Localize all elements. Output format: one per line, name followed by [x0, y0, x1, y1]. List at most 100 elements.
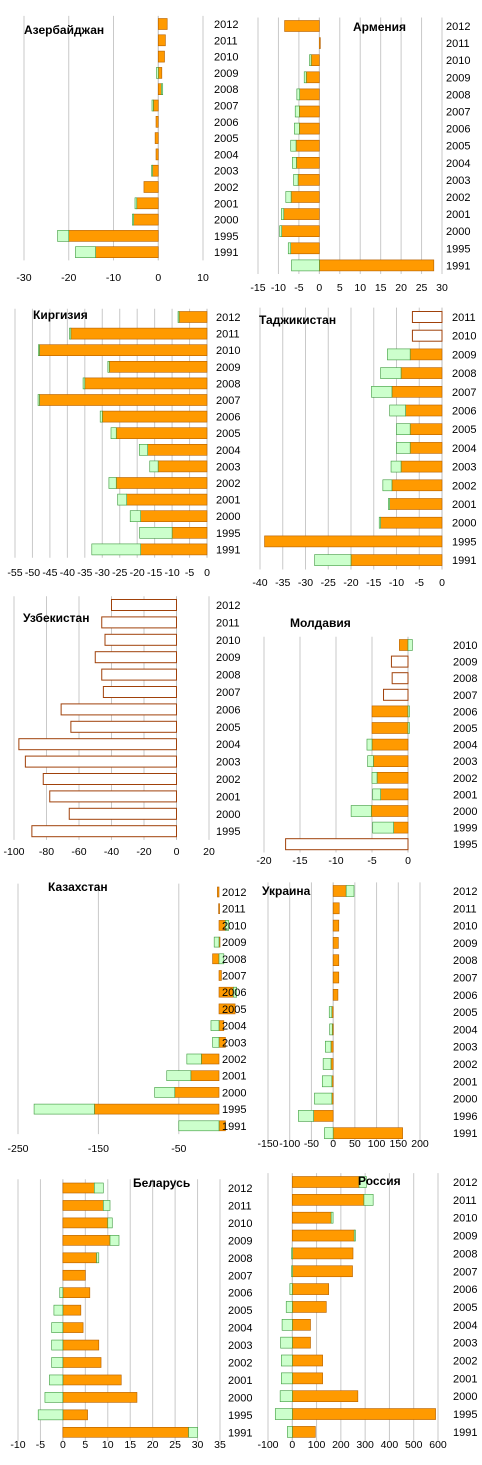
bar-secondary	[372, 821, 394, 834]
bar-secondary	[289, 1283, 293, 1295]
bar-secondary	[387, 348, 411, 361]
x-tick-label: 0	[155, 272, 161, 284]
bar-primary	[291, 1390, 359, 1402]
bar-secondary	[366, 738, 373, 751]
bar-secondary	[322, 1058, 332, 1070]
year-label: 2007	[228, 1270, 252, 1282]
bar-primary	[62, 1374, 122, 1386]
x-tick-label: -5	[294, 282, 303, 294]
year-label: 2005	[216, 722, 240, 734]
year-label: 2005	[214, 133, 238, 145]
x-tick-label: 10	[102, 1439, 114, 1451]
bar-primary	[373, 755, 409, 768]
bar-outline	[101, 616, 177, 629]
bar-primary	[140, 543, 208, 556]
bar-primary	[70, 327, 208, 340]
year-label: 2009	[216, 652, 240, 664]
year-label: 2011	[216, 617, 240, 629]
bar-secondary	[274, 1408, 293, 1420]
x-tick-label: -30	[298, 577, 313, 589]
year-label: 2001	[228, 1375, 252, 1387]
chart-panel: 2012 2011 2010 2009 2008 2007 2006 2005 2004 2003…	[3, 596, 240, 858]
bar-outline	[101, 668, 177, 681]
x-tick-label: -5	[367, 855, 376, 867]
x-tick-label: 100	[368, 1138, 386, 1150]
bar-primary	[291, 1354, 323, 1367]
year-label: 2007	[452, 387, 476, 399]
year-label: 2002	[453, 1059, 477, 1071]
bar-primary	[409, 442, 443, 454]
bar-primary	[264, 535, 443, 548]
year-label: 2008	[222, 954, 246, 966]
chart-title: Азербайджан	[24, 23, 104, 37]
year-label: 2012	[216, 312, 240, 324]
year-label: 2004	[216, 445, 240, 457]
year-label: 2010	[453, 921, 477, 933]
bar-primary	[391, 479, 443, 492]
bar-secondary	[117, 493, 128, 506]
bar-outline	[411, 329, 443, 342]
bar-secondary	[287, 1426, 293, 1438]
bar-primary	[68, 230, 159, 242]
bar-primary	[370, 805, 409, 817]
year-label: 2000	[453, 1094, 477, 1106]
year-label: 2000	[216, 809, 240, 821]
bar-primary	[283, 208, 320, 220]
year-label: 2004	[452, 443, 476, 455]
bar-secondary	[280, 1336, 293, 1349]
bar-secondary	[138, 443, 148, 456]
year-label: 2000	[452, 518, 476, 530]
bar-primary	[350, 554, 443, 566]
bar-outline	[42, 773, 177, 785]
bar-secondary	[279, 1390, 293, 1402]
x-tick-label: -15	[250, 282, 265, 294]
bar-secondary	[233, 986, 237, 998]
bar-primary	[62, 1235, 111, 1246]
year-label: 2009	[446, 72, 470, 84]
year-label: 2008	[453, 1248, 477, 1260]
bar-primary	[297, 174, 320, 186]
bar-primary	[281, 225, 320, 237]
bar-secondary	[363, 1194, 374, 1206]
x-tick-label: -25	[321, 577, 336, 589]
bar-primary	[295, 139, 320, 152]
bar-primary	[212, 953, 220, 965]
year-label: 1995	[228, 1410, 252, 1422]
bar-secondary	[75, 246, 96, 258]
year-label: 2001	[453, 789, 477, 801]
bar-primary	[291, 1176, 360, 1188]
bar-outline	[70, 720, 177, 733]
bar-primary	[62, 1252, 97, 1264]
bar-primary	[291, 1211, 332, 1224]
bar-primary	[84, 377, 208, 390]
bar-secondary	[44, 1392, 64, 1403]
bar-secondary	[407, 722, 410, 734]
bar-primary	[391, 385, 443, 398]
bar-secondary	[156, 67, 159, 79]
bar-secondary	[151, 164, 153, 177]
year-label: 2007	[222, 971, 246, 983]
bar-primary	[313, 1110, 334, 1122]
year-label: 2002	[453, 773, 477, 785]
bar-secondary	[177, 311, 180, 323]
year-label: 1991	[228, 1427, 252, 1439]
year-label: 2008	[453, 673, 477, 685]
year-label: 2000	[228, 1392, 252, 1404]
bar-secondary	[94, 1182, 104, 1194]
year-label: 2006	[453, 1284, 477, 1296]
bar-secondary	[281, 1372, 293, 1385]
x-tick-label: -5	[185, 567, 194, 579]
bar-primary	[405, 404, 443, 417]
year-label: 2011	[228, 1200, 252, 1212]
chart-panel: 2012 2011 2010 2009 2008 2007 2006 2005 2004 2003…	[7, 308, 240, 579]
year-label: 2005	[216, 428, 240, 440]
bar-secondary	[293, 174, 299, 186]
x-tick-label: 50	[349, 1138, 361, 1150]
year-label: 1995	[453, 839, 477, 851]
year-label: 2000	[453, 1391, 477, 1403]
year-label: 2010	[453, 1213, 477, 1225]
bar-primary	[389, 498, 443, 510]
bar-secondary	[139, 526, 173, 539]
year-label: 2006	[453, 706, 477, 718]
bar-secondary	[225, 920, 229, 931]
